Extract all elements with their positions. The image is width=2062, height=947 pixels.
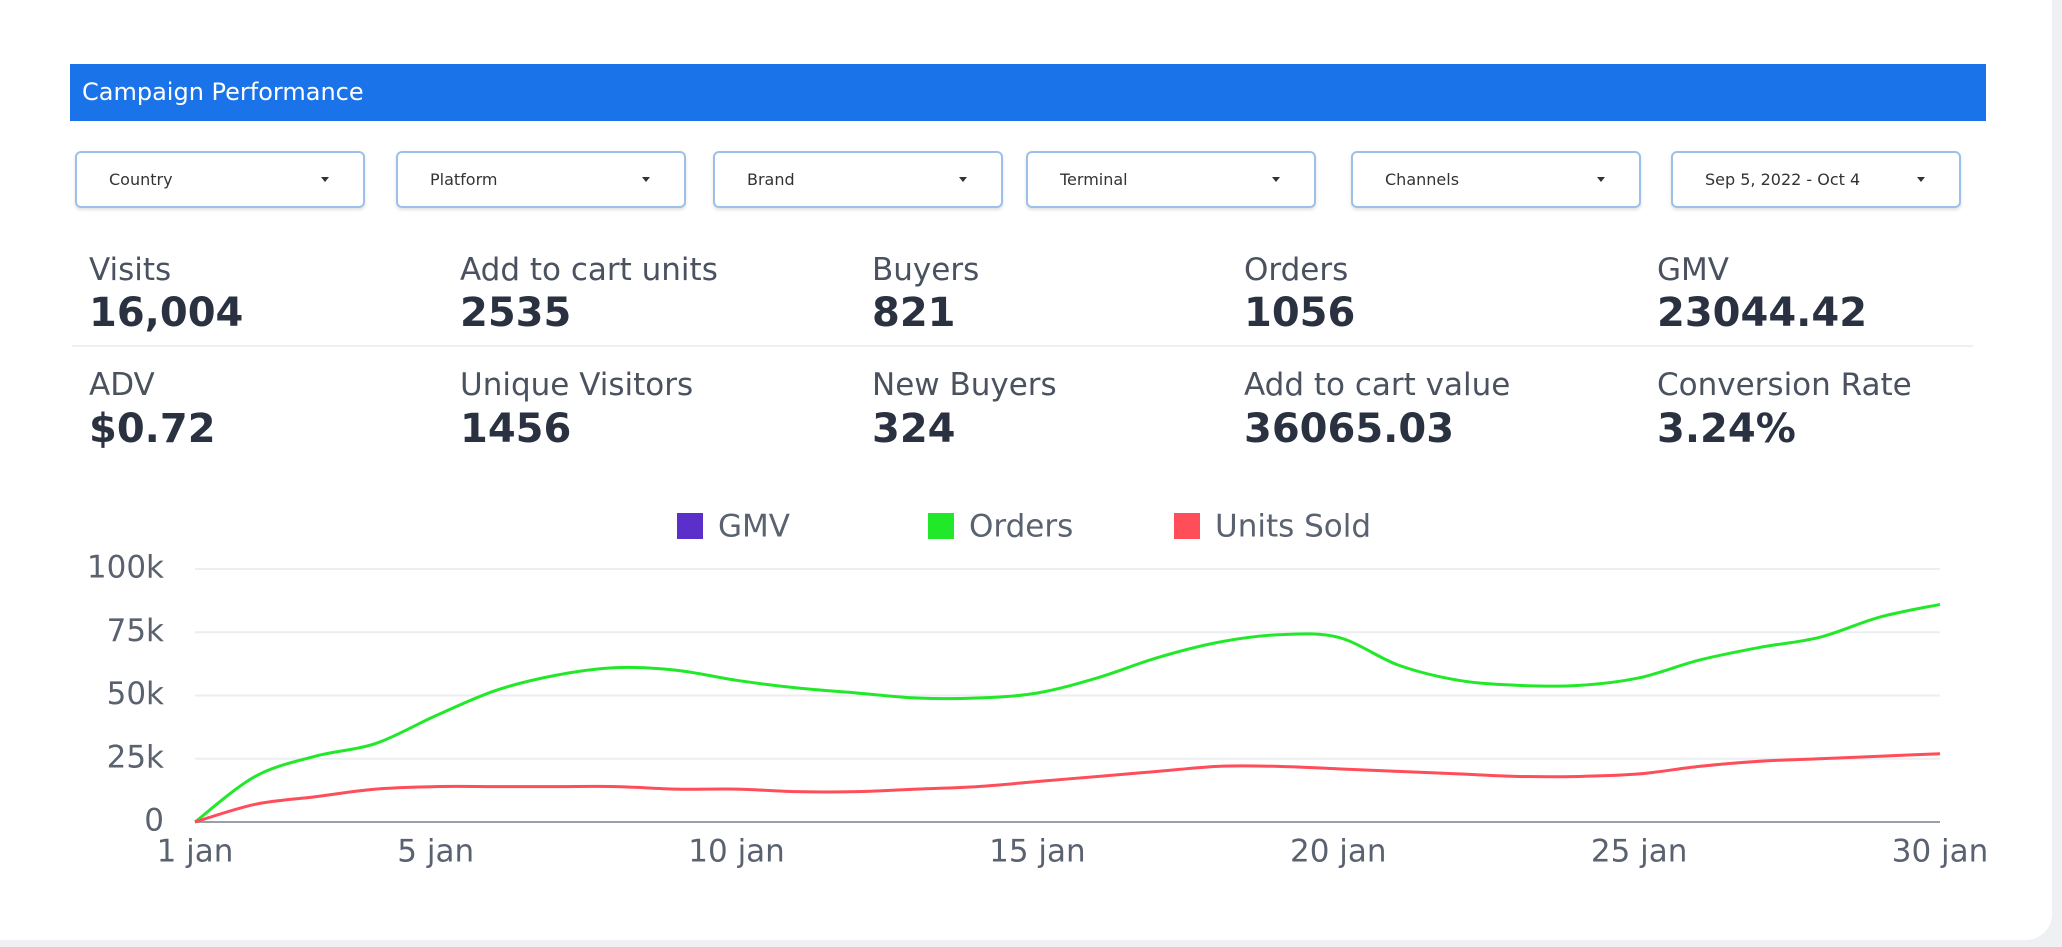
caret: [1597, 177, 1605, 182]
filter-label: Platform: [430, 170, 498, 189]
metric-label: Conversion Rate: [1657, 367, 1912, 403]
x-tick-label: 30 jan: [1892, 834, 1989, 870]
metric-value: 16,004: [89, 290, 244, 336]
header-title: Campaign Performance: [70, 64, 1986, 121]
legend-swatch: [1174, 513, 1200, 539]
metric-label: Add to cart value: [1244, 367, 1511, 403]
metric-value: 324: [872, 406, 956, 452]
legend-label: GMV: [718, 509, 790, 545]
filter-label: Brand: [747, 170, 795, 189]
filter-dropdown[interactable]: Brand: [713, 151, 1003, 208]
metric-label: Buyers: [872, 252, 980, 288]
y-tick-label: 0: [144, 803, 164, 839]
metric-label: Unique Visitors: [460, 367, 694, 403]
metric-value: 2535: [460, 290, 572, 336]
y-tick-label: 100k: [87, 550, 164, 586]
legend-label: Units Sold: [1215, 509, 1371, 545]
legend-label: Orders: [969, 509, 1073, 545]
metric-value: 36065.03: [1244, 406, 1455, 452]
caret: [321, 177, 329, 182]
metric-label: ADV: [89, 367, 155, 403]
x-tick-label: 1 jan: [157, 834, 234, 870]
x-tick-label: 10 jan: [688, 834, 785, 870]
y-tick-label: 50k: [107, 676, 164, 712]
metric-label: New Buyers: [872, 367, 1057, 403]
series-line: [194, 752, 1941, 824]
filter-label: Sep 5, 2022 - Oct 4: [1705, 170, 1861, 189]
separator: [72, 345, 1973, 347]
caret: [959, 177, 967, 182]
metric-value: 1056: [1244, 290, 1356, 336]
legend-swatch: [928, 513, 954, 539]
x-tick-label: 25 jan: [1591, 834, 1688, 870]
metric-value: 3.24%: [1657, 406, 1796, 452]
x-tick-label: 5 jan: [397, 834, 474, 870]
series-line: [194, 602, 1941, 824]
x-tick-label: 20 jan: [1290, 834, 1387, 870]
metric-value: 1456: [460, 406, 572, 452]
filter-label: Channels: [1385, 170, 1460, 189]
metric-value: 821: [872, 290, 956, 336]
filter-dropdown[interactable]: Sep 5, 2022 - Oct 4: [1671, 151, 1961, 208]
caret: [1272, 177, 1280, 182]
filter-dropdown[interactable]: Channels: [1351, 151, 1641, 208]
metric-value: $0.72: [89, 406, 216, 452]
filter-label: Terminal: [1060, 170, 1128, 189]
metric-label: Add to cart units: [460, 252, 718, 288]
caret: [1917, 177, 1925, 182]
legend-swatch: [677, 513, 703, 539]
filter-label: Country: [109, 170, 173, 189]
y-tick-label: 75k: [107, 613, 164, 649]
filter-dropdown[interactable]: Platform: [396, 151, 686, 208]
metric-label: Visits: [89, 252, 172, 288]
y-tick-label: 25k: [107, 739, 164, 775]
filter-dropdown[interactable]: Country: [75, 151, 365, 208]
metric-label: GMV: [1657, 252, 1729, 288]
metric-value: 23044.42: [1657, 290, 1868, 336]
metric-label: Orders: [1244, 252, 1349, 288]
caret: [642, 177, 650, 182]
x-tick-label: 15 jan: [989, 834, 1086, 870]
filter-dropdown[interactable]: Terminal: [1026, 151, 1316, 208]
